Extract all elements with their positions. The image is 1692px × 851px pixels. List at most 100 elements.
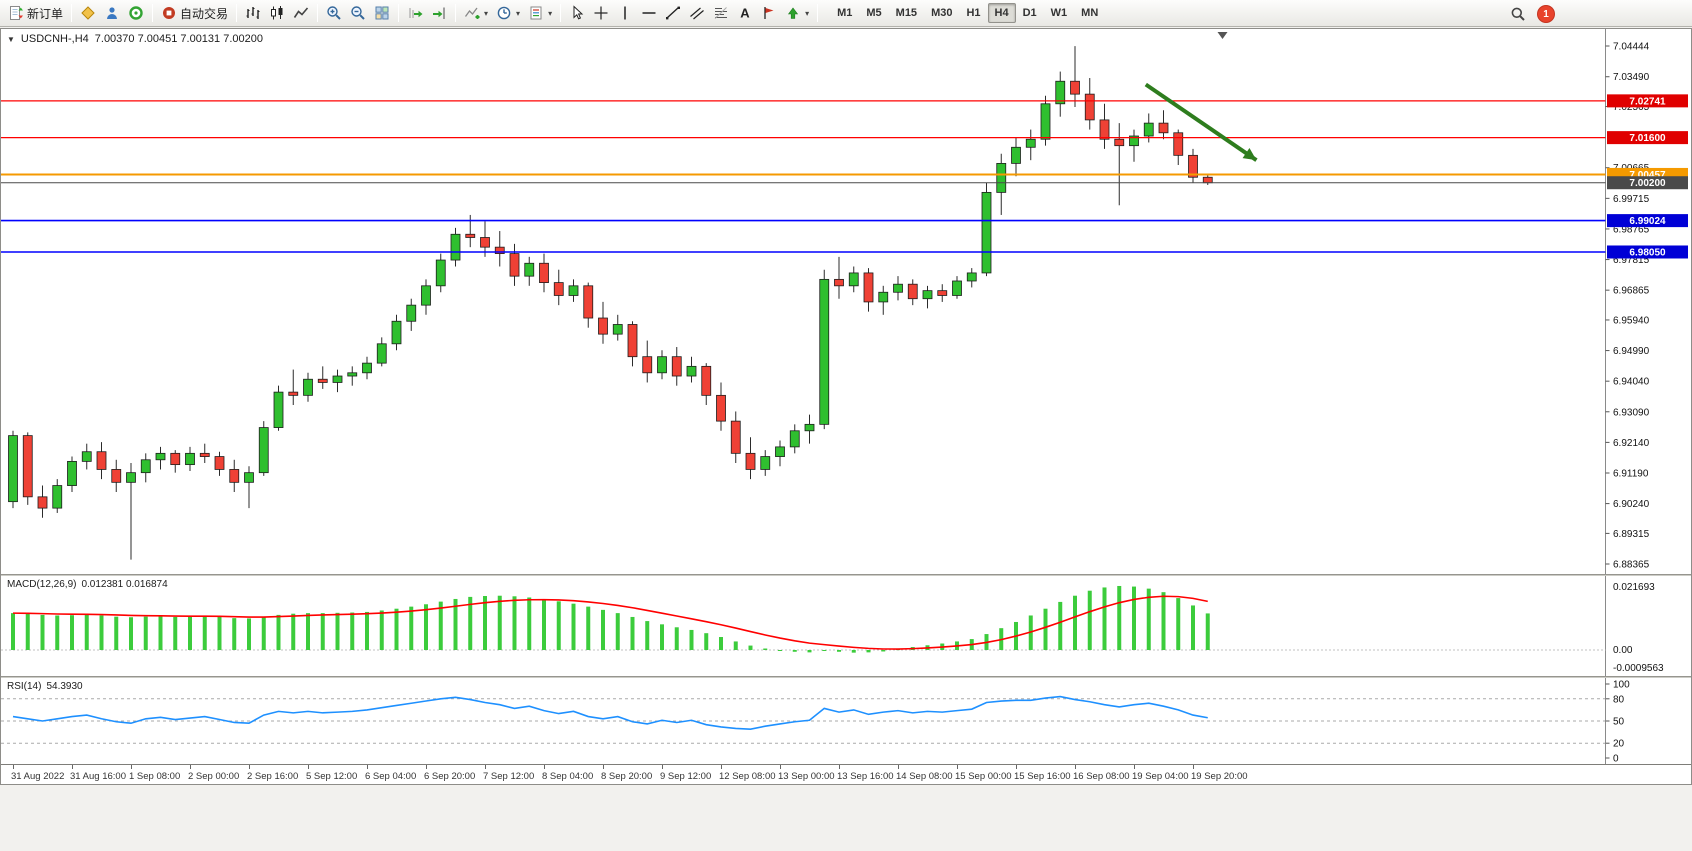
time-label: 13 Sep 16:00	[837, 771, 894, 782]
candle-bull	[657, 356, 667, 374]
candle-bull	[347, 372, 358, 377]
dropdown-arrow[interactable]: ▾	[548, 8, 553, 18]
timeframe-M5[interactable]: M5	[859, 3, 888, 23]
fibonacci-tool-button[interactable]	[709, 2, 733, 24]
timeframe-H4[interactable]: H4	[987, 3, 1016, 23]
metaeditor-button[interactable]	[76, 2, 100, 24]
panel-divider[interactable]	[1, 676, 1691, 678]
panel-divider[interactable]	[1, 574, 1691, 576]
bars-chart-icon	[246, 7, 260, 19]
candle-bear	[598, 317, 608, 335]
bars-chart-button[interactable]	[241, 2, 265, 24]
price-badge-label: 7.00457	[1629, 170, 1666, 181]
candle-bear	[1114, 138, 1125, 147]
horizontal-line-tool-button[interactable]	[637, 2, 661, 24]
candlestick-chart-button[interactable]	[265, 2, 289, 24]
macd-axis-label: 0.00	[1613, 645, 1633, 656]
time-tick	[1134, 765, 1135, 769]
toolbar-separator	[817, 4, 819, 22]
timeframe-M30[interactable]: M30	[924, 3, 959, 23]
window-menu-caret[interactable]: ▼	[7, 34, 15, 44]
rsi-canvas[interactable]: 100 80 50 20 0	[1, 678, 1691, 764]
arrows-tool-button[interactable]: ▾	[781, 2, 813, 24]
macd-hist-bar	[143, 616, 148, 650]
line-chart-button[interactable]	[289, 2, 313, 24]
chart-ohlc-values: 7.00370 7.00451 7.00131 7.00200	[94, 33, 263, 45]
cursor-tool-button[interactable]	[565, 2, 589, 24]
templates-button[interactable]: ▾	[524, 2, 556, 24]
notification-badge[interactable]: 1	[1538, 6, 1554, 22]
price-tick-label: 7.04444	[1613, 42, 1650, 53]
rsi-line	[12, 695, 1208, 730]
candle-bear	[111, 469, 122, 483]
rsi-axis-label: 80	[1613, 694, 1625, 705]
time-label: 2 Sep 00:00	[188, 771, 240, 782]
macd-hist-bar	[512, 596, 517, 650]
candle-bull	[244, 472, 254, 483]
market-watch-button[interactable]	[100, 2, 124, 24]
time-label: 31 Aug 2022	[11, 771, 65, 782]
chart-shift-button[interactable]	[427, 2, 451, 24]
tile-windows-button[interactable]	[370, 2, 394, 24]
macd-hist-bar	[851, 650, 856, 653]
dropdown-arrow[interactable]: ▾	[805, 8, 810, 18]
time-tick	[426, 765, 427, 769]
candle-bull	[981, 191, 992, 274]
indicators-button[interactable]: ▾	[460, 2, 492, 24]
text-tool-button[interactable]: A	[733, 2, 757, 24]
price-badge-label: 7.01600	[1629, 133, 1666, 144]
macd-axis-label: -0.0009563	[1613, 663, 1664, 674]
timeframe-D1[interactable]: D1	[1016, 3, 1044, 23]
macd-canvas[interactable]: 0.021693 0.00 -0.0009563	[1, 576, 1691, 676]
crosshair-tool-button[interactable]	[589, 2, 613, 24]
zoom-out-button[interactable]	[346, 2, 370, 24]
auto-trading-button[interactable]: 自动交易	[157, 2, 232, 24]
macd-hist-bar	[468, 596, 473, 650]
vertical-line-icon	[624, 6, 626, 20]
text-label-tool-button[interactable]	[757, 2, 781, 24]
price-badge	[1607, 214, 1688, 228]
vertical-line-tool-button[interactable]	[613, 2, 637, 24]
periods-button[interactable]: ▾	[492, 2, 524, 24]
candle-bull	[303, 378, 313, 396]
dropdown-arrow[interactable]: ▾	[484, 8, 489, 18]
chart-shift-icon	[433, 7, 445, 19]
indicators-icon	[465, 7, 480, 19]
time-tick	[1075, 765, 1076, 769]
search-button[interactable]	[1506, 3, 1530, 25]
time-label: 15 Sep 16:00	[1014, 771, 1071, 782]
timeframe-MN[interactable]: MN	[1074, 3, 1105, 23]
macd-hist-bar	[556, 601, 561, 650]
candle-bull	[1011, 146, 1021, 164]
candle-bear	[701, 365, 712, 396]
timeframe-M15[interactable]: M15	[889, 3, 924, 23]
new-order-button[interactable]: 新订单	[4, 2, 67, 24]
candle-bear	[583, 285, 594, 319]
candle-bull	[524, 262, 535, 277]
cursor-icon	[573, 5, 584, 20]
toolbar-separator	[71, 4, 73, 22]
candle-bull	[760, 456, 771, 470]
candle-bear	[1099, 119, 1110, 140]
timeframe-M1[interactable]: M1	[830, 3, 859, 23]
auto-trading-icon	[163, 7, 176, 19]
trendline-tool-button[interactable]	[661, 2, 685, 24]
time-axis[interactable]: 31 Aug 2022 31 Aug 16:00 1 Sep 08:00 2 Sep …	[1, 764, 1691, 784]
auto-scroll-button[interactable]	[403, 2, 427, 24]
macd-hist-bar	[114, 616, 119, 650]
price-tick-label: 6.96865	[1613, 286, 1650, 297]
trend-arrow-annotation[interactable]	[1144, 82, 1258, 162]
timeframe-H1[interactable]: H1	[959, 3, 987, 23]
candle-bear	[509, 253, 520, 277]
macd-hist-bar	[409, 606, 414, 650]
timeframe-W1[interactable]: W1	[1044, 3, 1075, 23]
channel-tool-button[interactable]	[685, 2, 709, 24]
zoom-in-button[interactable]	[322, 2, 346, 24]
dropdown-arrow[interactable]: ▾	[516, 8, 521, 18]
candle-bull	[362, 362, 372, 374]
candle-bull	[435, 259, 446, 287]
candle-bear	[1173, 132, 1184, 156]
community-button[interactable]	[124, 2, 148, 24]
main-chart-canvas[interactable]: 7.044447.034907.025657.006656.997156.987…	[1, 29, 1691, 574]
chart-shift-marker[interactable]	[1217, 32, 1228, 39]
